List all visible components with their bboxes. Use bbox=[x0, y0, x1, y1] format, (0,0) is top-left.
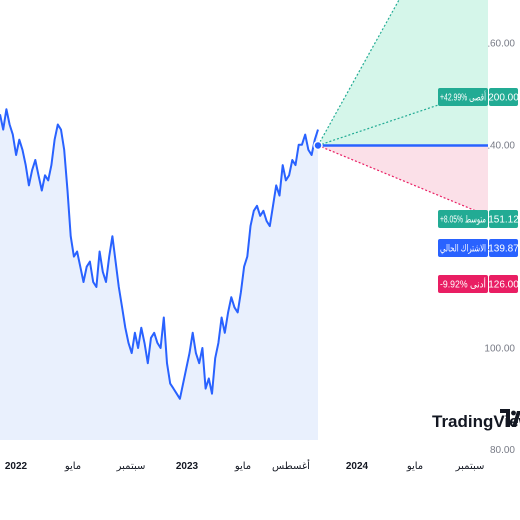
value-label: 126.00 bbox=[488, 280, 519, 291]
y-tick-label: 100.00 bbox=[484, 344, 515, 355]
value-label: 139.87 bbox=[488, 244, 519, 255]
value-box bbox=[489, 239, 518, 257]
tradingview-mark-icon bbox=[500, 409, 520, 427]
value-label: 151.12 bbox=[488, 215, 519, 226]
price-line bbox=[0, 108, 319, 400]
x-tick-label: 2022 bbox=[5, 461, 28, 472]
tradingview-logo: TradingView bbox=[432, 409, 520, 431]
forecast-label-max: 200.00+42.99% أقصى bbox=[438, 88, 519, 106]
last-price-point bbox=[313, 140, 323, 151]
text-box bbox=[438, 88, 488, 106]
value-box bbox=[489, 210, 518, 228]
level-label: +42.99% أقصى bbox=[440, 91, 486, 104]
value-box bbox=[489, 275, 518, 293]
x-tick-label: سبتمبر bbox=[455, 461, 485, 472]
y-tick-label: 160.00 bbox=[484, 39, 515, 50]
forecast-label-min: 126.00-9.92% أدنى bbox=[438, 275, 519, 293]
price-area bbox=[0, 109, 318, 440]
forecast-up-area bbox=[318, 0, 488, 146]
watermark-text: TradingView bbox=[432, 412, 520, 431]
y-tick-label: 80.00 bbox=[490, 445, 515, 456]
x-tick-label: سبتمبر bbox=[116, 461, 146, 472]
level-label: -9.92% أدنى bbox=[440, 278, 486, 291]
text-box bbox=[438, 210, 488, 228]
x-tick-label: مايو bbox=[64, 461, 81, 472]
forecast-label-avg: 151.12+8.05% متوسط bbox=[438, 210, 519, 228]
x-tick-label: 2024 bbox=[346, 461, 369, 472]
y-axis-ticks: 220.00200.00180.00160.00140.00120.00100.… bbox=[484, 39, 515, 456]
level-label: +8.05% متوسط bbox=[440, 215, 486, 226]
level-label: الاشتراك الحالي bbox=[440, 244, 486, 255]
text-box bbox=[438, 275, 488, 293]
value-label: 200.00 bbox=[488, 93, 519, 104]
forecast-labels: 200.00+42.99% أقصى 151.12+8.05% متوسط 139.… bbox=[438, 88, 519, 293]
x-tick-label: مايو bbox=[234, 461, 251, 472]
x-tick-label: 2023 bbox=[176, 461, 199, 472]
x-axis-ticks: 2022 مايو سبتمبر 2023 مايو أغسطس 2024 مايو سبتمب… bbox=[5, 459, 484, 472]
y-tick-label: 140.00 bbox=[484, 140, 515, 151]
forecast-min-line bbox=[317, 144, 489, 217]
x-tick-label: مايو bbox=[406, 461, 423, 472]
x-tick-label: أغسطس bbox=[272, 459, 310, 472]
text-box bbox=[438, 239, 488, 257]
value-box bbox=[489, 88, 518, 106]
plot-area bbox=[0, 0, 489, 440]
